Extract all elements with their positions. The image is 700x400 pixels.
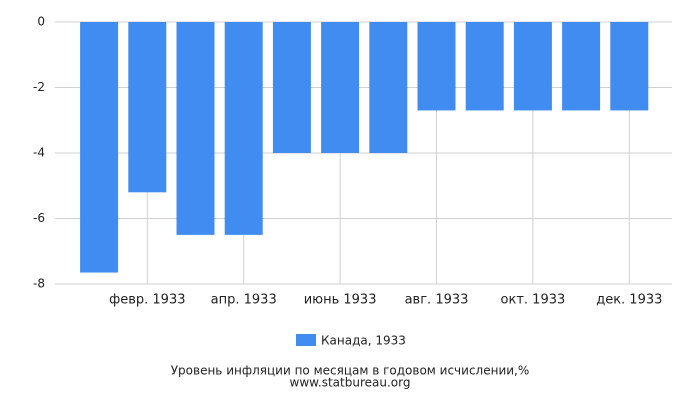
legend-swatch [296,334,316,346]
x-tick-label: окт. 1933 [501,293,566,308]
bar [272,22,311,153]
x-tick-label: апр. 1933 [211,293,277,308]
bar [224,22,263,235]
bar [610,22,649,111]
bar [176,22,215,235]
chart-title: Уровень инфляции по месяцам в годовом ис… [171,364,530,378]
x-tick-label: дек. 1933 [596,293,662,308]
x-tick-label: февр. 1933 [109,293,185,308]
bar [562,22,601,111]
y-tick-label: -2 [33,80,45,94]
x-tick-label: июнь 1933 [304,293,377,308]
bar [465,22,504,111]
source: www.statbureau.org [290,376,411,390]
y-tick-label: -6 [33,211,45,225]
bar [321,22,360,153]
y-tick-label: -4 [33,146,45,160]
y-tick-label: 0 [37,15,45,29]
y-tick-label: -8 [33,277,45,291]
bar [513,22,552,111]
bar [417,22,456,111]
legend-label: Канада, 1933 [321,334,406,348]
bar [128,22,167,193]
bar [80,22,119,273]
x-tick-label: авг. 1933 [405,293,469,308]
bar [369,22,408,153]
